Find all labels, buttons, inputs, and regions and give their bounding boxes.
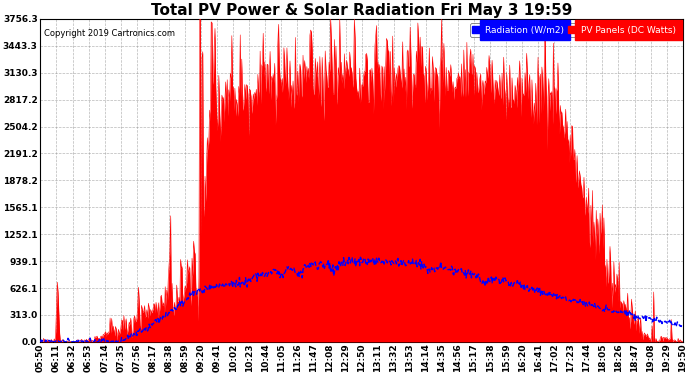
Text: Copyright 2019 Cartronics.com: Copyright 2019 Cartronics.com — [43, 28, 175, 38]
Title: Total PV Power & Solar Radiation Fri May 3 19:59: Total PV Power & Solar Radiation Fri May… — [151, 3, 572, 18]
Legend: Radiation (W/m2), PV Panels (DC Watts): Radiation (W/m2), PV Panels (DC Watts) — [470, 24, 678, 37]
